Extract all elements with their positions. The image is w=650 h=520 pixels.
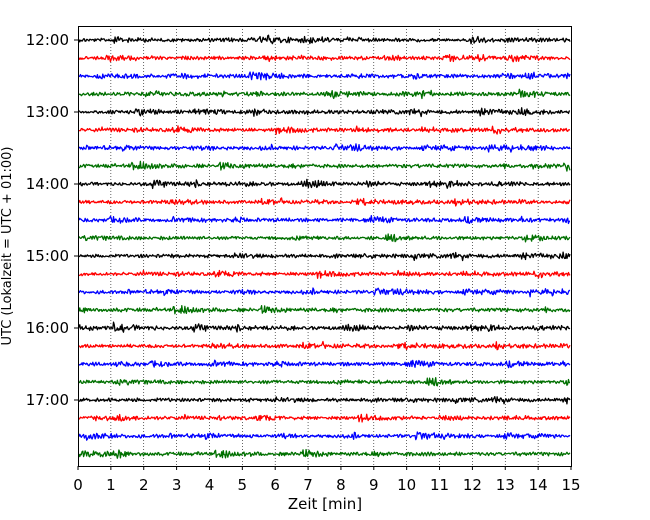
trace-1200 — [78, 34, 571, 45]
x-tick-label: 2 — [139, 476, 149, 494]
trace-1745 — [78, 448, 571, 459]
x-tick-label: 9 — [369, 476, 379, 494]
x-tick-label: 5 — [238, 476, 248, 494]
trace-1300 — [78, 107, 571, 118]
trace-1415 — [78, 197, 571, 207]
trace-1345 — [78, 160, 571, 172]
trace-1500 — [78, 251, 571, 262]
x-axis: 0 1 2 3 4 5 6 7 8 9 10 11 12 13 14 15 — [73, 466, 581, 494]
y-tick-label: 15:00 — [26, 247, 69, 265]
x-tick-label: 4 — [205, 476, 215, 494]
seismic-traces — [78, 34, 571, 459]
grid-lines — [110, 26, 539, 466]
x-tick-label: 12 — [463, 476, 482, 494]
trace-1445 — [78, 233, 571, 243]
x-axis-label: Zeit [min] — [288, 495, 362, 513]
trace-1330 — [78, 143, 571, 153]
x-tick-label: 13 — [496, 476, 515, 494]
y-axis: 12:00 13:00 14:00 15:00 16:00 17:00 — [26, 31, 78, 409]
x-tick-label: 10 — [397, 476, 416, 494]
x-tick-label: 3 — [172, 476, 182, 494]
trace-1400 — [78, 178, 571, 190]
plot-frame — [78, 26, 572, 467]
trace-1515 — [78, 269, 571, 279]
x-tick-label: 15 — [561, 476, 580, 494]
y-axis-label: UTC (Lokalzeit = UTC + 01:00) — [0, 147, 15, 346]
trace-1315 — [78, 125, 571, 135]
trace-1730 — [78, 431, 571, 441]
y-tick-label: 14:00 — [26, 175, 69, 193]
trace-1630 — [78, 359, 571, 369]
x-tick-label: 7 — [303, 476, 313, 494]
trace-1230 — [78, 71, 571, 81]
trace-1430 — [78, 215, 571, 225]
trace-1715 — [78, 413, 571, 423]
x-tick-label: 0 — [73, 476, 83, 494]
trace-1215 — [78, 53, 571, 63]
trace-1615 — [78, 340, 571, 351]
x-tick-label: 8 — [336, 476, 346, 494]
y-tick-label: 13:00 — [26, 103, 69, 121]
trace-1530 — [78, 287, 571, 298]
trace-1600 — [78, 321, 571, 333]
trace-1700 — [78, 396, 571, 405]
trace-1245 — [78, 88, 571, 100]
x-tick-label: 14 — [529, 476, 548, 494]
trace-1545 — [78, 305, 571, 315]
x-tick-label: 6 — [270, 476, 280, 494]
y-tick-label: 17:00 — [26, 391, 69, 409]
x-tick-label: 1 — [106, 476, 116, 494]
y-tick-label: 16:00 — [26, 319, 69, 337]
y-tick-label: 12:00 — [26, 31, 69, 49]
x-tick-label: 11 — [430, 476, 449, 494]
trace-1645 — [78, 376, 571, 387]
